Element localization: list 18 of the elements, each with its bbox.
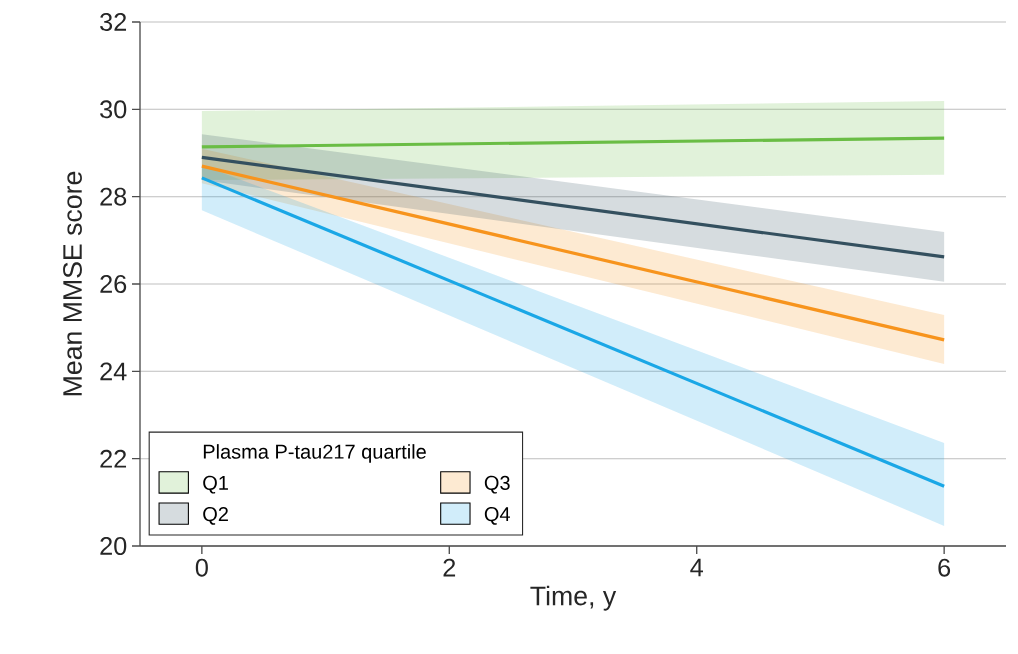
x-tick-label: 0 (195, 558, 208, 577)
y-tick-label: 32 (100, 13, 127, 31)
legend-label: Q4 (484, 507, 510, 525)
y-tick-label: 30 (100, 100, 127, 119)
y-tick-label: 26 (100, 275, 127, 293)
x-tick-label: 2 (443, 558, 456, 577)
y-axis-title: Mean MMSE score (63, 171, 82, 396)
legend-label: Q2 (203, 507, 228, 525)
legend-title: Plasma P-tau217 quartile (203, 444, 426, 463)
y-tick-label: 20 (100, 537, 127, 555)
legend-label: Q3 (484, 475, 510, 494)
legend-label: Q1 (203, 475, 228, 494)
y-tick-label: 22 (100, 449, 127, 468)
y-tick-label: 28 (100, 187, 127, 206)
x-axis-title: Time, y (530, 585, 617, 611)
y-tick-label: 24 (100, 362, 127, 381)
x-tick-label: 4 (690, 558, 704, 577)
x-tick-label: 6 (938, 558, 951, 577)
